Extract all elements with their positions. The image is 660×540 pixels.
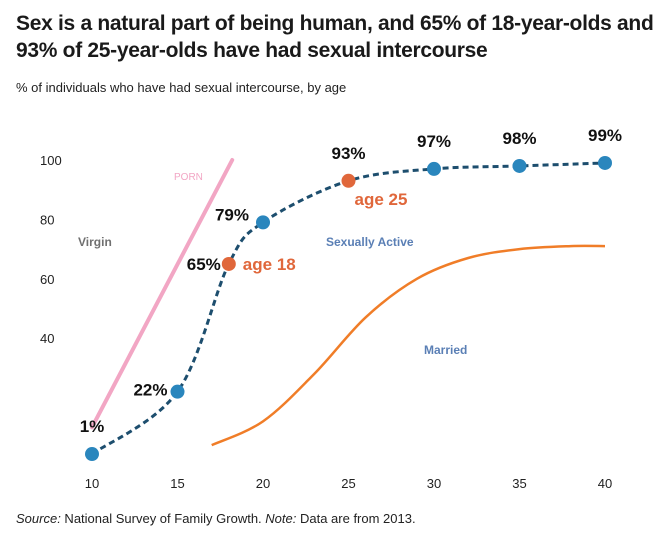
y-axis: 40 60 80 100	[40, 153, 62, 346]
series-line-married	[211, 244, 606, 447]
series-points	[85, 155, 612, 462]
y-tick-label: 60	[40, 272, 54, 287]
y-tick-label: 80	[40, 212, 54, 227]
x-tick-label: 35	[512, 476, 526, 491]
y-tick-label: 40	[40, 331, 54, 346]
data-point	[170, 384, 185, 399]
data-label: 99%	[588, 126, 622, 145]
data-label: 22%	[133, 381, 167, 400]
data-point	[512, 158, 527, 173]
data-label: 93%	[331, 144, 365, 163]
source-label: Source:	[16, 511, 61, 526]
series-line-sexually-active	[91, 161, 606, 456]
data-point	[427, 161, 441, 176]
age-annotation: age 18	[243, 255, 296, 274]
chart-subtitle: % of individuals who have had sexual int…	[16, 80, 347, 95]
source-note: Source: National Survey of Family Growth…	[16, 511, 416, 526]
data-point	[598, 155, 612, 170]
x-tick-label: 15	[170, 476, 184, 491]
note-text: Data are from 2013.	[296, 511, 416, 526]
age-annotation: age 25	[355, 190, 408, 209]
data-label: 65%	[187, 255, 221, 274]
x-tick-label: 10	[85, 476, 99, 491]
chart-title: Sex is a natural part of being human, an…	[16, 12, 654, 62]
data-point	[85, 447, 99, 462]
x-tick-label: 20	[256, 476, 270, 491]
data-label: 1%	[80, 417, 105, 436]
highlight-point	[221, 256, 236, 271]
y-tick-label: 100	[40, 153, 62, 168]
region-label-sexually-active: Sexually Active	[326, 235, 414, 249]
region-label-married: Married	[424, 343, 467, 357]
data-label: 79%	[215, 205, 249, 224]
data-label: 97%	[417, 132, 451, 151]
x-tick-label: 30	[427, 476, 441, 491]
x-tick-label: 40	[598, 476, 612, 491]
series-lines	[90, 158, 606, 456]
region-label-virgin: Virgin	[78, 235, 112, 249]
data-label: 98%	[502, 129, 536, 148]
region-label-porn: PORN	[174, 172, 203, 183]
note-label: Note:	[265, 511, 297, 526]
series-line-porn	[90, 158, 235, 430]
data-labels: 1% 22% 65% age 18 79% 93% age 25 97% 98% 99%	[80, 126, 622, 436]
data-point	[256, 215, 270, 230]
highlight-point	[341, 173, 356, 188]
x-tick-label: 25	[341, 476, 355, 491]
source-text: National Survey of Family Growth.	[60, 511, 266, 526]
x-axis: 10 15 20 25 30 35 40	[85, 476, 612, 491]
